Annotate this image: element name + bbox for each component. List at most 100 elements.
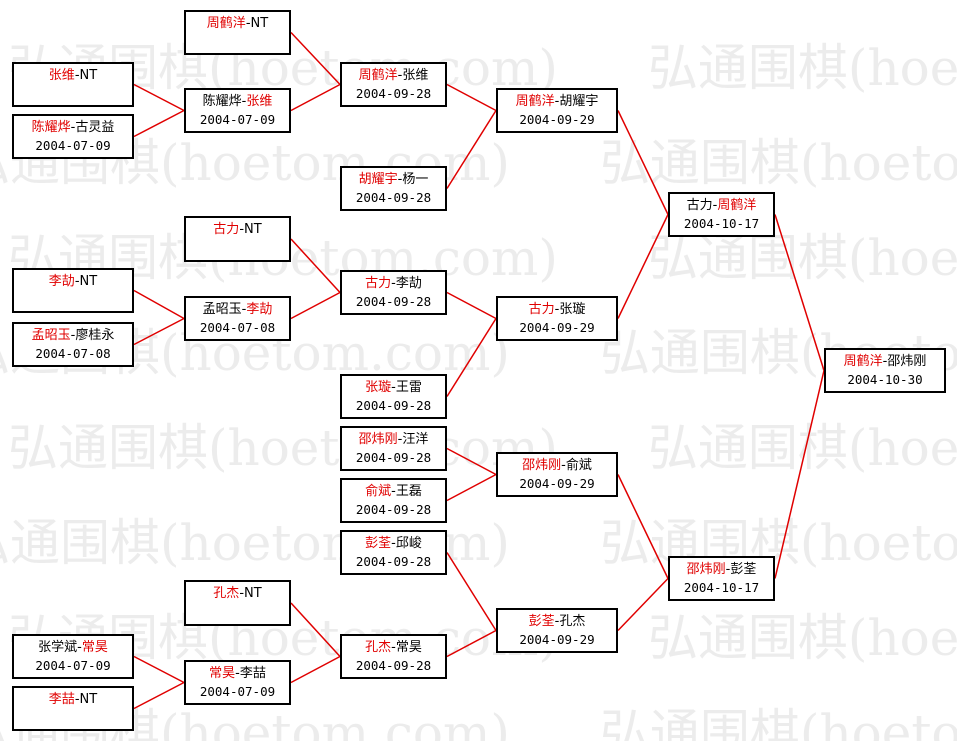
- separator: -: [554, 614, 560, 629]
- player-name: 古力: [213, 222, 240, 237]
- match-date: 2004-09-29: [519, 112, 595, 127]
- match-players: 古力-李劼: [342, 275, 445, 293]
- match-date: 2004-09-28: [355, 294, 432, 309]
- match-date: 2004-09-28: [355, 190, 432, 205]
- player-name: 李劼: [48, 274, 75, 289]
- player-name: 彭荃: [730, 562, 757, 577]
- player-name: 俞斌: [365, 484, 392, 499]
- match-players: 古力-周鹤洋: [670, 197, 773, 215]
- match-box: 孟昭玉-李劼 2004-07-08: [184, 296, 291, 341]
- match-players: 张维-NT: [14, 67, 132, 85]
- match-date: 2004-09-29: [519, 476, 595, 491]
- connector: [446, 83, 497, 112]
- separator: -: [391, 484, 396, 499]
- player-name: 邱峻: [395, 536, 422, 551]
- match-box: 张学斌-常昊 2004-07-09: [12, 634, 134, 679]
- separator: -: [70, 120, 76, 135]
- watermark-text: 弘通围棋(hoetom.com): [8, 419, 558, 477]
- connector: [774, 214, 825, 371]
- player-name: 胡耀宇: [559, 94, 599, 109]
- watermark-text: 弘通围棋(hoetom.com): [647, 419, 957, 477]
- connector: [133, 109, 185, 138]
- connector: [774, 370, 825, 579]
- player-name: 彭荃: [528, 614, 555, 629]
- player-name: 邵炜刚: [887, 354, 927, 369]
- match-date: 2004-09-29: [519, 632, 595, 647]
- match-box: 孔杰-常昊 2004-09-28: [340, 634, 447, 679]
- match-date: 2004-07-09: [199, 684, 276, 699]
- match-players: 周鹤洋-张维: [342, 67, 445, 85]
- separator: -: [70, 328, 76, 343]
- match-players: 常昊-李喆: [186, 665, 289, 683]
- match-box: 周鹤洋-张维 2004-09-28: [340, 62, 447, 107]
- player-name: 王磊: [395, 484, 422, 499]
- player-name: 常昊: [209, 666, 236, 681]
- match-players: 孟昭玉-李劼: [186, 301, 289, 319]
- player-name: 张维: [402, 68, 429, 83]
- player-name: 邵炜刚: [686, 562, 726, 577]
- match-box: 周鹤洋-邵炜刚 2004-10-30: [824, 348, 946, 393]
- match-date: 2004-07-09: [35, 138, 111, 153]
- player-name: 周鹤洋: [358, 68, 398, 83]
- player-name: 张学斌: [38, 640, 78, 655]
- match-box: 孟昭玉-廖桂永 2004-07-08: [12, 322, 134, 367]
- player-name: 王雷: [395, 380, 422, 395]
- watermark-row: 弘通围棋(hoetom.com) 弘通围棋(hoetom.com): [8, 408, 957, 480]
- connector: [290, 238, 341, 294]
- connector: [290, 655, 341, 684]
- player-name: 古力: [686, 198, 713, 213]
- separator: -: [74, 68, 80, 83]
- match-box: 张维-NT: [12, 62, 134, 107]
- player-name: 周鹤洋: [515, 94, 555, 109]
- match-box: 陈耀烨-张维 2004-07-09: [184, 88, 291, 133]
- separator: -: [239, 222, 245, 237]
- match-players: 孔杰-NT: [186, 585, 289, 603]
- separator: -: [245, 16, 251, 31]
- watermark-text: 弘通围棋(hoetom.com): [647, 609, 957, 667]
- connector: [446, 318, 497, 397]
- connector: [290, 291, 341, 320]
- match-players: 张学斌-常昊: [14, 639, 132, 657]
- separator: -: [725, 562, 731, 577]
- connector: [290, 83, 341, 112]
- player-name: NT: [79, 274, 98, 289]
- match-players: 俞斌-王磊: [342, 483, 445, 501]
- separator: -: [391, 380, 396, 395]
- match-players: 周鹤洋-NT: [186, 15, 289, 33]
- separator: -: [397, 172, 403, 187]
- player-name: 彭荃: [365, 536, 392, 551]
- separator: -: [391, 276, 396, 291]
- match-box: 邵炜刚-汪洋 2004-09-28: [340, 426, 447, 471]
- match-box: 陈耀烨-古灵益 2004-07-09: [12, 114, 134, 159]
- player-name: 汪洋: [402, 432, 429, 447]
- match-box: 孔杰-NT: [184, 580, 291, 626]
- player-name: 张维: [48, 68, 75, 83]
- separator: -: [397, 432, 403, 447]
- player-name: NT: [244, 586, 262, 601]
- connector: [617, 110, 669, 215]
- match-players: 李喆-NT: [14, 691, 132, 709]
- match-players: 彭荃-邱峻: [342, 535, 445, 553]
- separator: -: [391, 536, 396, 551]
- match-players: 邵炜刚-彭荃: [670, 561, 773, 579]
- connector: [133, 655, 185, 684]
- separator: -: [74, 692, 80, 707]
- player-name: NT: [79, 692, 98, 707]
- separator: -: [77, 640, 82, 655]
- match-players: 张璇-王雷: [342, 379, 445, 397]
- player-name: 廖桂永: [75, 328, 115, 343]
- player-name: 李喆: [239, 666, 266, 681]
- match-date: 2004-09-28: [355, 450, 432, 465]
- separator: -: [554, 94, 560, 109]
- connector: [290, 31, 341, 86]
- match-box: 常昊-李喆 2004-07-09: [184, 660, 291, 705]
- player-name: 周鹤洋: [717, 198, 757, 213]
- match-box: 邵炜刚-彭荃 2004-10-17: [668, 556, 775, 601]
- player-name: 古力: [365, 276, 392, 291]
- match-players: 古力-NT: [186, 221, 289, 239]
- player-name: 古力: [528, 302, 555, 317]
- player-name: 孟昭玉: [202, 302, 242, 317]
- separator: -: [712, 198, 718, 213]
- match-date: 2004-07-09: [199, 112, 276, 127]
